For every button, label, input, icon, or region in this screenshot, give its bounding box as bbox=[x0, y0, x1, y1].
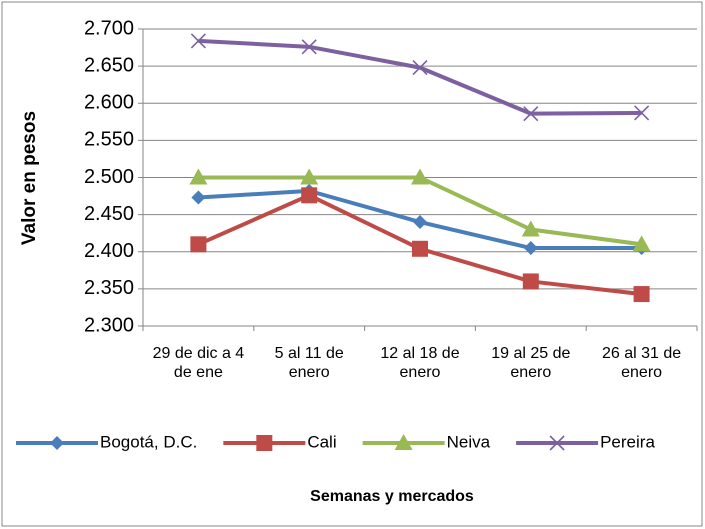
legend-marker bbox=[394, 434, 413, 450]
legend-label: Neiva bbox=[447, 432, 491, 451]
data-point bbox=[634, 105, 650, 121]
x-tick-label: 12 al 18 de enero bbox=[380, 345, 460, 381]
y-tick-label: 2.500 bbox=[84, 166, 134, 188]
x-tick-label: 5 al 11 de enero bbox=[274, 345, 344, 381]
data-point bbox=[300, 168, 319, 185]
data-point bbox=[190, 33, 206, 49]
data-point bbox=[523, 241, 538, 256]
y-axis-title: Valor en pesos bbox=[19, 111, 40, 245]
data-point bbox=[301, 187, 318, 204]
data-point bbox=[412, 60, 428, 76]
data-point bbox=[521, 220, 540, 237]
series-line bbox=[198, 38, 642, 116]
legend-label: Cali bbox=[307, 432, 336, 451]
series-line bbox=[198, 175, 642, 247]
legend-label: Pereira bbox=[600, 432, 655, 451]
y-tick-label: 2.700 bbox=[84, 17, 134, 39]
x-tick-label: 26 al 31 de enero bbox=[602, 345, 682, 381]
legend-label: Bogotá, D.C. bbox=[100, 432, 197, 451]
x-tick-label: 19 al 25 de enero bbox=[491, 345, 571, 381]
data-point bbox=[522, 273, 539, 290]
data-point bbox=[301, 39, 317, 55]
data-point bbox=[411, 168, 429, 185]
x-axis-title: Semanas y mercados bbox=[310, 488, 474, 505]
legend-marker bbox=[256, 435, 273, 451]
y-tick-label: 2.350 bbox=[84, 277, 134, 299]
legend-marker bbox=[50, 436, 64, 450]
legend-marker bbox=[549, 435, 565, 451]
data-point bbox=[190, 236, 207, 253]
data-point bbox=[633, 286, 650, 303]
x-tick-label: 29 de dic a 4 de ene bbox=[152, 345, 245, 381]
y-tick-label: 2.600 bbox=[84, 92, 134, 114]
data-point bbox=[189, 168, 208, 185]
data-point bbox=[632, 235, 651, 252]
data-point bbox=[413, 215, 427, 230]
y-tick-label: 2.400 bbox=[84, 240, 134, 262]
data-point bbox=[412, 240, 428, 257]
y-tick-label: 2.450 bbox=[84, 203, 134, 225]
data-point bbox=[523, 106, 539, 122]
data-point bbox=[191, 190, 206, 205]
y-tick-label: 2.300 bbox=[84, 314, 134, 336]
y-tick-label: 2.650 bbox=[84, 54, 134, 76]
y-tick-label: 2.550 bbox=[84, 129, 134, 151]
